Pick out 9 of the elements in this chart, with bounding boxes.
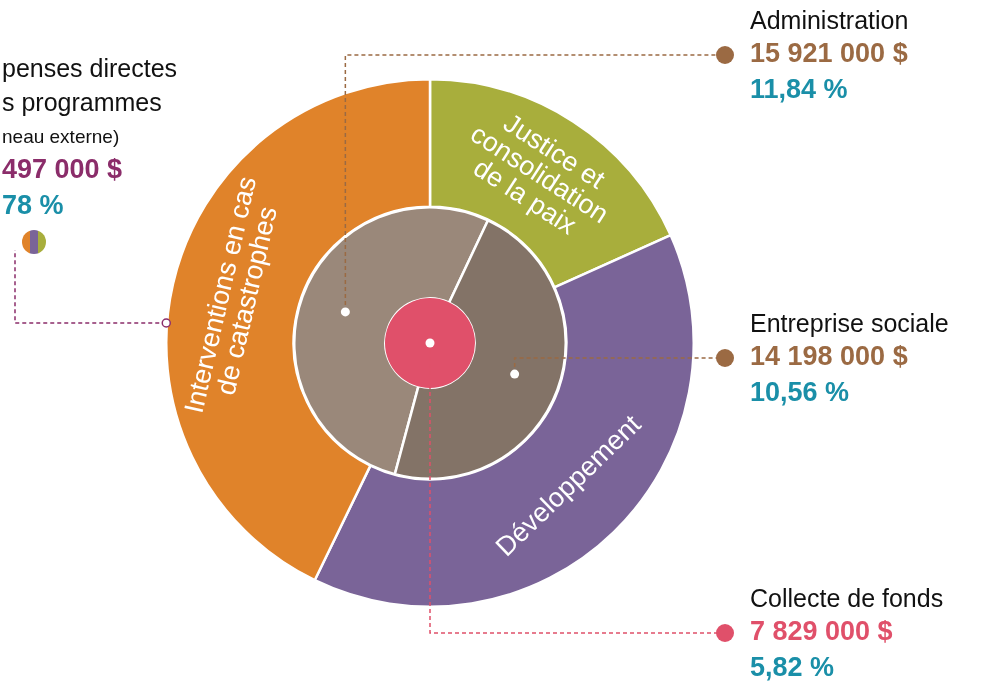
data-label: 7 829 000 $ 5,82 % [750, 616, 893, 683]
data-label: 15 921 000 $ 11,84 % [750, 38, 908, 105]
slice-label: Collecte de fonds [750, 583, 944, 612]
text: 497 000 $ 78 % [2, 154, 123, 221]
data-label: 14 198 000 $ 10,56 % [750, 341, 908, 408]
slice-label: Entreprise sociale [750, 308, 949, 337]
text: penses directes s programmes [2, 53, 178, 116]
slice-label: Administration [750, 5, 909, 34]
text: neau externe) [2, 126, 120, 148]
